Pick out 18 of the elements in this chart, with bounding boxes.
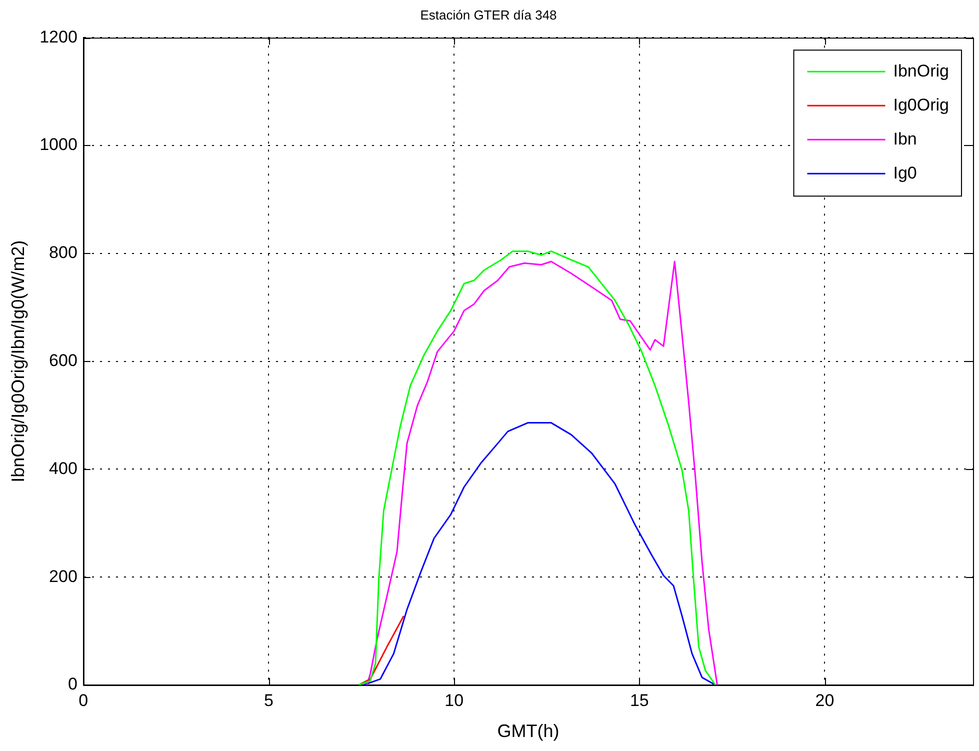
x-tick-label: 20 (815, 690, 834, 710)
y-tick-label: 1000 (40, 135, 78, 154)
chart-title: Estación GTER día 348 (420, 7, 557, 22)
x-tick-label: 10 (444, 690, 464, 710)
y-tick-label: 600 (49, 350, 78, 370)
legend-label: Ig0 (893, 163, 917, 182)
y-tick-label: 0 (68, 674, 78, 694)
x-axis-title: GMT(h) (497, 721, 560, 742)
legend-label: Ig0Orig (893, 95, 949, 114)
y-tick-label: 400 (49, 458, 78, 478)
x-tick-label: 5 (264, 690, 274, 710)
legend-label: Ibn (893, 129, 917, 148)
y-tick-label: 800 (49, 243, 78, 262)
x-tick-label: 15 (630, 690, 649, 710)
y-axis-title: IbnOrig/Ig0Orig/Ibn/Ig0(W/m2) (8, 240, 28, 482)
y-tick-label: 200 (49, 566, 78, 586)
y-tick-label: 1200 (40, 27, 78, 46)
legend-label: IbnOrig (893, 61, 949, 80)
